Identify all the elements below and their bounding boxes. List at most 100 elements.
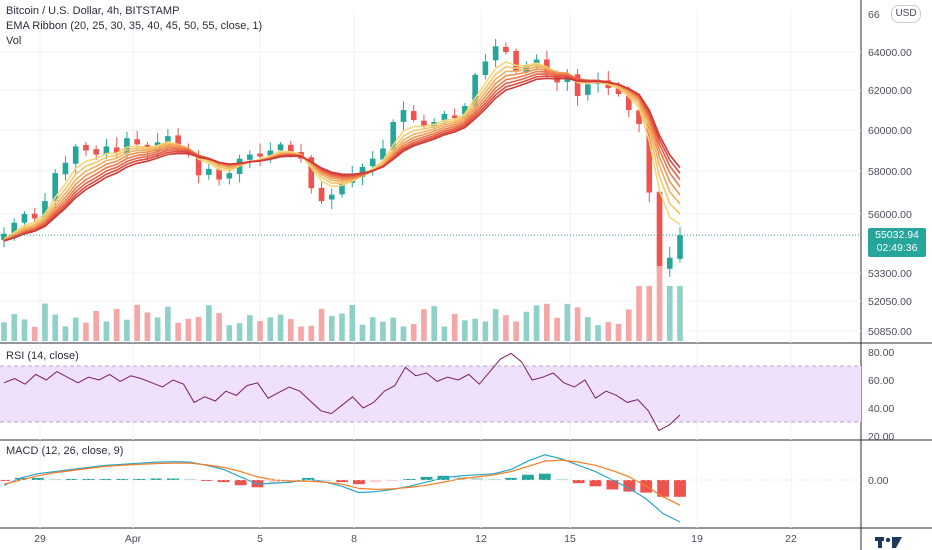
signal-line (3, 459, 681, 506)
volume-bar (666, 286, 673, 341)
candle-body (666, 257, 673, 269)
candle-body (339, 183, 345, 195)
symbol-legend: Bitcoin / U.S. Dollar, 4h, BITSTAMP (6, 5, 180, 17)
rsi-pane[interactable] (0, 352, 861, 432)
volume-bar (247, 315, 253, 341)
volume-bar (31, 326, 38, 341)
price-axis-label: 56000.00 (868, 209, 912, 221)
macd-histogram-bar (167, 478, 179, 480)
candle-body (646, 123, 653, 193)
macd-histogram-bar (521, 474, 534, 480)
candle-body (216, 169, 222, 180)
ema-ribbon-line (3, 75, 681, 242)
volume-bar (646, 286, 653, 341)
macd-histogram-bar (538, 473, 551, 480)
macd-histogram-bar (217, 480, 230, 483)
price-axis-label: 52050.00 (868, 296, 912, 308)
candle-body (42, 201, 48, 218)
volume-bar (175, 322, 181, 341)
macd-line (3, 454, 681, 523)
candle-body (21, 214, 28, 223)
volume-bar (431, 306, 437, 341)
volume-bar (62, 326, 69, 341)
candle-body (677, 235, 683, 259)
volume-bar (72, 317, 79, 341)
volume-bar (625, 309, 632, 341)
macd-histogram-bar (234, 480, 247, 486)
macd-histogram-bar (183, 478, 196, 480)
macd-histogram-bar (352, 480, 365, 485)
candle-body (656, 191, 663, 269)
volume-bar (113, 308, 120, 341)
volume-bar (359, 324, 366, 341)
candle-body (175, 135, 181, 149)
candle-body (328, 194, 335, 200)
candle-body (451, 115, 458, 118)
last-price: 55032.94 (875, 229, 919, 241)
date-axis-label: 22 (785, 533, 797, 545)
macd-axis-label: 0.00 (868, 475, 889, 487)
macd-histogram-bar (0, 480, 10, 482)
volume-bar (226, 325, 233, 341)
candle-body (503, 46, 509, 52)
volume-bar (154, 317, 161, 341)
volume-bar (400, 326, 407, 341)
volume-bar (523, 311, 530, 341)
candle-body (195, 155, 202, 176)
volume-bar (615, 323, 622, 341)
volume-bar (564, 303, 571, 341)
volume-bar (236, 323, 243, 341)
date-axis-label: 5 (257, 533, 263, 545)
candle-body (636, 110, 642, 124)
candle-body (113, 147, 120, 153)
currency-button[interactable]: USD (891, 5, 921, 23)
macd-histogram-bar (471, 477, 484, 480)
candle-body (11, 222, 18, 235)
candle-body (52, 173, 59, 202)
candle-body (83, 144, 89, 151)
date-axis-label: 29 (34, 533, 46, 545)
candle-body (472, 74, 478, 107)
candle-body (103, 146, 110, 155)
macd-histogram-bar (420, 476, 433, 480)
macd-histogram-bar (555, 478, 568, 480)
candle-body (615, 87, 622, 94)
candle-body (308, 157, 315, 189)
macd-histogram-bar (48, 478, 61, 480)
candle-body (390, 122, 397, 150)
last-price-badge: 55032.94 02:49:36 (868, 228, 926, 257)
volume-bar (554, 317, 560, 341)
macd-pane[interactable] (0, 454, 861, 523)
candle-body (124, 138, 130, 154)
date-axis-label: 12 (475, 533, 487, 545)
volume-bar (585, 317, 591, 341)
volume-bar (656, 266, 663, 341)
candle-body (492, 46, 499, 61)
macd-histogram-bar (369, 480, 382, 483)
volume-bar (165, 306, 171, 341)
price-axis-label: 53300.00 (868, 268, 912, 280)
candle-body (574, 74, 581, 96)
rsi-legend: RSI (14, close) (6, 350, 79, 362)
macd-histogram-bar (116, 478, 129, 480)
bar-countdown: 02:49:36 (876, 242, 918, 254)
volume-bar (267, 317, 274, 341)
volume-bar (298, 326, 304, 341)
volume-bar (257, 321, 263, 341)
volume-legend: Vol (6, 35, 22, 47)
rsi-axis-label: 60.00 (868, 375, 894, 387)
ema-ribbon-line (3, 77, 681, 242)
candle-body (513, 50, 519, 71)
candle-body (410, 111, 417, 120)
price-axis-label: 50850.00 (868, 326, 912, 338)
ema-ribbon-line (3, 70, 681, 242)
volume-bar (206, 305, 212, 341)
volume-bar (503, 315, 509, 341)
volume-bar (216, 313, 222, 341)
rsi-line (3, 352, 681, 432)
volume-bar (277, 314, 284, 341)
price-pane[interactable] (0, 38, 861, 341)
rsi-band (0, 366, 861, 422)
